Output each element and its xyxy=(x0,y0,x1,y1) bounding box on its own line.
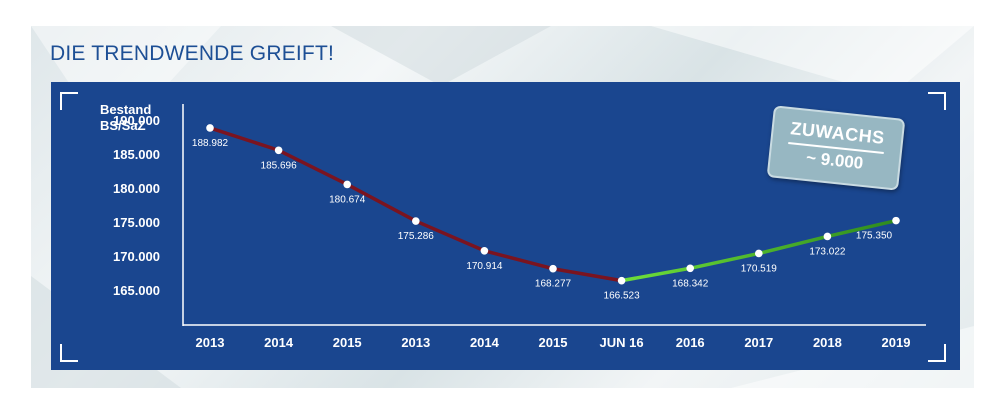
y-tick-label: 190.000 xyxy=(113,113,160,128)
y-axis-title-line-1: Bestand xyxy=(100,102,152,117)
x-tick-label: JUN 16 xyxy=(600,335,644,350)
x-tick-label: 2018 xyxy=(813,335,842,350)
data-value-label: 185.696 xyxy=(261,160,298,171)
y-axis-title: Bestand BS/SaZ xyxy=(100,102,170,134)
data-point xyxy=(274,146,283,155)
data-point xyxy=(823,232,832,241)
y-tick-label: 175.000 xyxy=(113,215,160,230)
declining-series-line xyxy=(208,126,624,283)
data-point xyxy=(206,124,214,132)
headline: DIE TRENDWENDE GREIFT! xyxy=(50,42,335,65)
data-value-label: 166.523 xyxy=(604,291,641,302)
y-tick-label: 170.000 xyxy=(113,249,160,264)
data-value-label: 173.022 xyxy=(809,246,846,257)
data-point xyxy=(686,264,694,273)
data-value-label: 180.674 xyxy=(329,194,366,205)
x-tick-label: 2014 xyxy=(264,335,294,350)
y-tick-label: 165.000 xyxy=(113,283,160,298)
y-tick-label: 185.000 xyxy=(113,147,160,162)
x-tick-label: 2013 xyxy=(196,335,225,350)
data-point xyxy=(480,246,489,255)
x-tick-label: 2015 xyxy=(539,335,568,350)
data-point xyxy=(617,276,626,285)
y-axis-title-line-2: BS/SaZ xyxy=(100,118,146,133)
y-tick-label: 180.000 xyxy=(113,181,160,196)
data-value-label: 168.277 xyxy=(535,279,572,290)
data-value-label: 175.286 xyxy=(398,231,435,242)
growth-badge-value: ~ 9.000 xyxy=(805,147,865,173)
data-point xyxy=(343,180,352,189)
x-tick-label: 2016 xyxy=(676,335,705,350)
data-point xyxy=(892,216,900,225)
corner-mark-top-right xyxy=(928,92,946,110)
x-tick-label: 2014 xyxy=(470,335,500,350)
corner-mark-bottom-right xyxy=(928,344,946,362)
x-tick-label: 2015 xyxy=(333,335,362,350)
data-value-label: 168.342 xyxy=(672,278,709,289)
data-point xyxy=(412,217,420,225)
data-value-label: 170.914 xyxy=(466,261,503,272)
data-value-label: 170.519 xyxy=(741,263,778,274)
data-point xyxy=(549,264,557,273)
corner-mark-top-left xyxy=(60,92,78,110)
x-tick-label: 2017 xyxy=(744,335,773,350)
data-value-label: 175.350 xyxy=(856,231,893,242)
x-tick-label: 2019 xyxy=(882,335,911,350)
corner-mark-bottom-left xyxy=(60,344,78,362)
data-point xyxy=(755,249,763,258)
growth-badge: ZUWACHS ~ 9.000 xyxy=(766,105,906,191)
data-value-label: 188.982 xyxy=(192,138,229,149)
x-tick-label: 2013 xyxy=(401,335,430,350)
